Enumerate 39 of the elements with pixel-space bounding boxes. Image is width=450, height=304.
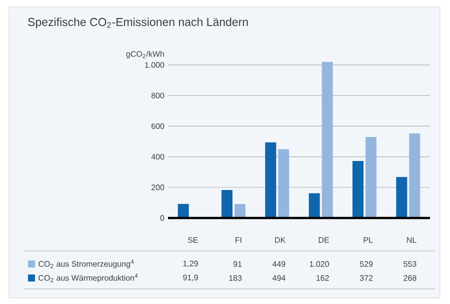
y-tick-label: 400 (151, 154, 164, 160)
data-label: 1.020 (310, 261, 329, 267)
x-tick-label: NL (407, 237, 416, 243)
x-tick-label: FI (236, 237, 242, 243)
y-tick-label: 200 (152, 184, 164, 190)
data-label: 1,29 (183, 260, 198, 268)
y-tick-label: 800 (151, 92, 164, 98)
bar (178, 204, 189, 218)
bar (278, 149, 290, 218)
bar (234, 204, 246, 218)
data-label: 372 (360, 275, 373, 281)
data-label: 91 (233, 261, 242, 267)
data-label: 529 (360, 261, 373, 267)
data-label: 268 (404, 275, 416, 281)
x-tick-label: DK (275, 237, 286, 243)
bar (322, 62, 333, 218)
y-tick-label: 1.000 (145, 62, 164, 68)
data-label: 449 (272, 261, 286, 267)
y-tick-label: 600 (152, 123, 164, 129)
bar (308, 193, 320, 218)
bar (222, 190, 232, 218)
x-tick-label: SE (188, 237, 198, 243)
legend-label: CO$_{2}$ aus Wärmeproduktion$^{4}$ (38, 274, 138, 282)
data-label: 183 (229, 275, 242, 281)
bar (396, 176, 408, 218)
chart-title: Spezifische CO$_{2}$-Emissionen nach Ländern (28, 18, 248, 28)
data-label: 553 (404, 261, 416, 267)
data-label: 91,9 (183, 274, 198, 282)
data-label: 162 (316, 275, 329, 281)
bar (352, 161, 364, 218)
data-label: 494 (272, 275, 286, 281)
bar (265, 142, 276, 218)
legend-label: CO$_{2}$ aus Stromerzeugung$^{4}$ (38, 260, 134, 268)
y-tick-label: 0 (160, 215, 164, 221)
x-tick-label: PL (364, 237, 373, 243)
bar (365, 137, 376, 218)
y-axis-title: gCO$_{2}$/kWh (126, 50, 164, 58)
x-tick-label: DE (318, 237, 329, 243)
bar (409, 133, 420, 218)
